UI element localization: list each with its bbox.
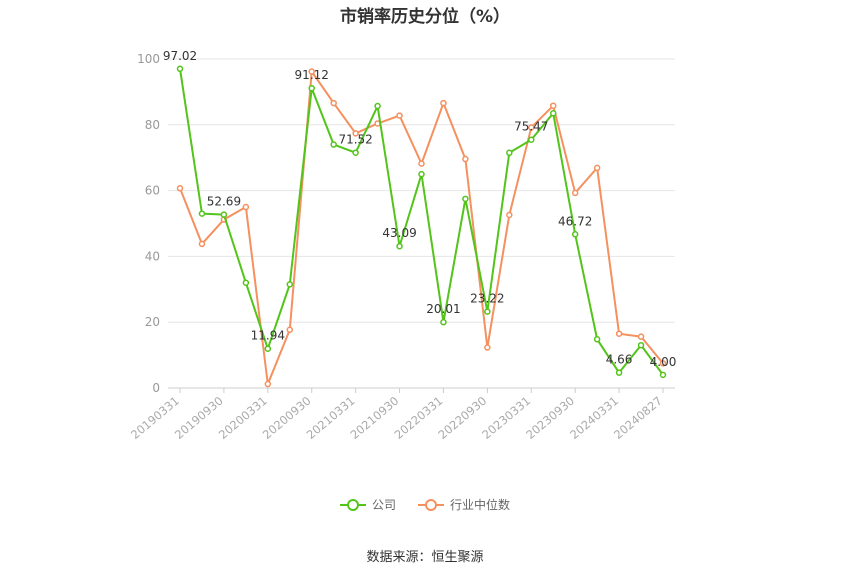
data-point-industry (637, 333, 645, 340)
data-point-company (352, 149, 359, 156)
y-tick-label: 60 (145, 184, 160, 198)
data-point-company (396, 242, 403, 250)
data-label: 43.09 (382, 226, 416, 240)
data-point-company (484, 308, 491, 315)
chart-area: 0204060801002019033120190930202003312020… (128, 49, 677, 442)
data-point-company (528, 136, 535, 143)
data-label: 75.47 (514, 120, 548, 134)
data-point-industry (615, 330, 623, 337)
data-point-company (308, 84, 315, 92)
data-point-industry (528, 124, 535, 131)
y-tick-label: 100 (137, 52, 160, 66)
data-point-company (330, 141, 337, 148)
data-label: 71.52 (338, 133, 372, 147)
data-point-industry (593, 164, 601, 172)
data-point-industry (198, 240, 206, 248)
data-point-industry (484, 344, 491, 351)
legend-item-industry[interactable]: 行业中位数 (418, 496, 510, 513)
data-labels: 97.02 52.69 11.94 91.12 71.52 43.09 20.01 23.22… (163, 49, 677, 369)
data-point-company (374, 102, 381, 110)
data-point-company (549, 110, 557, 117)
series-lines (176, 65, 667, 388)
legend-industry-marker-icon (418, 498, 444, 511)
data-point-company (220, 211, 228, 218)
data-point-company (418, 170, 425, 178)
data-label: 11.94 (251, 329, 285, 343)
data-point-company (506, 149, 513, 157)
legend-item-company[interactable]: 公司 (339, 496, 396, 513)
data-point-industry (659, 360, 667, 367)
legend: 公司 行业中位数 (0, 496, 850, 513)
y-tick-label: 80 (145, 118, 160, 132)
y-tick-label: 40 (145, 249, 160, 263)
legend-company-label: 公司 (371, 498, 396, 512)
data-point-industry (440, 99, 447, 107)
data-point-company (264, 345, 272, 352)
data-point-industry (418, 160, 425, 167)
data-label: 23.22 (470, 292, 504, 306)
data-point-industry (571, 189, 579, 197)
data-point-industry (462, 155, 469, 163)
legend-industry-label: 行业中位数 (450, 498, 511, 512)
data-point-industry (308, 68, 315, 75)
data-label: 46.72 (558, 214, 592, 228)
data-point-industry (286, 326, 294, 334)
data-label: 52.69 (207, 195, 241, 209)
data-point-company (440, 318, 447, 326)
chart-title: 市销率历史分位（%） (339, 7, 511, 27)
data-point-company (637, 341, 645, 349)
data-label: 4.00 (650, 355, 677, 369)
data-point-company (571, 231, 579, 238)
data-point-industry (176, 185, 184, 192)
legend-company-marker-icon (339, 498, 366, 511)
data-label: 20.01 (426, 302, 460, 316)
data-point-industry (549, 102, 557, 109)
data-point-industry (352, 130, 359, 137)
data-label: 97.02 (163, 49, 197, 63)
data-point-company (659, 371, 667, 379)
data-point-company (198, 210, 206, 217)
x-tick-label: 20240827 (611, 394, 665, 442)
data-point-industry (330, 99, 337, 107)
data-label: 4.66 (606, 353, 633, 367)
data-point-company (462, 195, 469, 203)
data-point-industry (396, 112, 403, 119)
data-point-industry (242, 203, 250, 211)
data-point-company (242, 279, 250, 286)
data-label: 91.12 (295, 68, 329, 82)
data-point-industry (264, 380, 272, 388)
data-point-company (593, 336, 601, 343)
y-tick-label: 0 (152, 381, 160, 395)
data-point-company (615, 369, 623, 376)
y-tick-label: 20 (145, 315, 160, 329)
grid-lines (168, 58, 675, 323)
data-point-industry (506, 211, 513, 219)
data-source-note: 数据来源：恒生聚源 (366, 550, 484, 565)
data-point-company (176, 65, 184, 73)
data-point-company (286, 281, 294, 288)
